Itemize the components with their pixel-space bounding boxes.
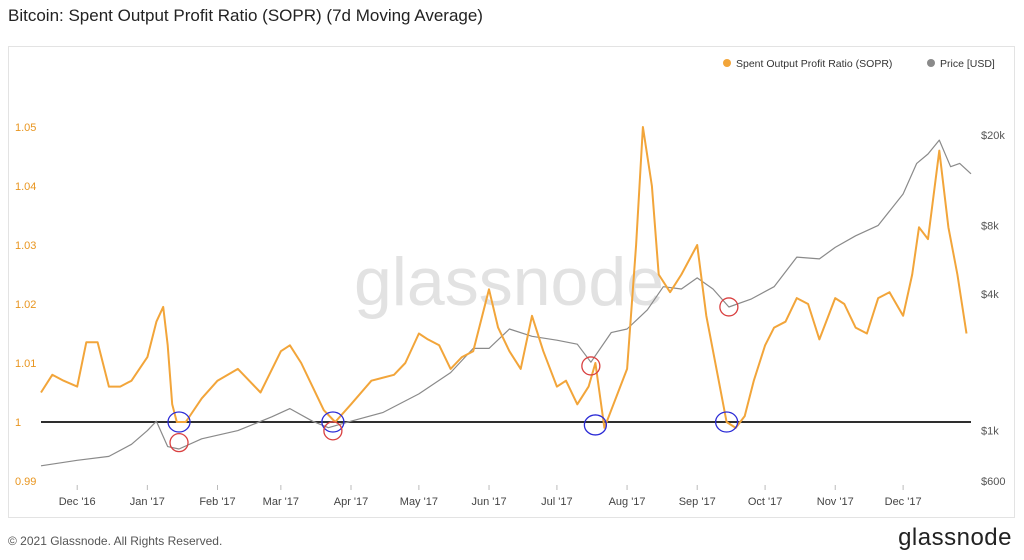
y-left-tick-label: 1.02 [15,299,36,311]
legend-marker [927,59,935,67]
y-left-tick-label: 1.04 [15,181,36,193]
x-tick-label: Dec '16 [59,496,96,508]
x-tick-label: Sep '17 [679,496,716,508]
glassnode-logo: glassnode [898,524,1012,551]
x-tick-label: Feb '17 [199,496,235,508]
y-left-tick-label: 1.03 [15,240,36,252]
x-tick-label: Dec '17 [885,496,922,508]
annotation-circle-red [581,356,601,376]
price-line [40,139,972,467]
y-right-tick-label: $4k [981,289,999,301]
x-tick-label: Apr '17 [334,496,369,508]
y-left-tick-label: 1.05 [15,122,36,134]
y-left-tick-label: 1 [15,417,21,429]
legend-label: Price [USD] [940,58,995,70]
y-left-tick-label: 0.99 [15,476,36,488]
x-tick-label: Oct '17 [748,496,783,508]
x-tick-label: May '17 [400,496,438,508]
sopr-line [40,126,968,429]
x-tick-label: Mar '17 [263,496,299,508]
x-tick-label: Jun '17 [471,496,506,508]
annotation-circle-red [323,421,343,441]
x-tick-label: Jul '17 [541,496,572,508]
y-right-tick-label: $600 [981,476,1005,488]
annotation-circle-blue [583,414,608,436]
legend-label: Spent Output Profit Ratio (SOPR) [736,58,892,70]
x-tick-label: Aug '17 [609,496,646,508]
y-right-tick-label: $20k [981,130,1005,142]
x-tick-label: Nov '17 [817,496,854,508]
y-right-tick-label: $1k [981,426,999,438]
annotation-circle-blue [167,411,191,433]
chart-title: Bitcoin: Spent Output Profit Ratio (SOPR… [8,6,483,25]
x-tick-label: Jan '17 [130,496,165,508]
legend-marker [723,59,731,67]
annotation-circle-red [169,432,189,453]
watermark: glassnode [354,244,664,320]
annotation-circle-blue [321,411,345,433]
annotation-circle-red [719,297,739,317]
y-right-tick-label: $8k [981,220,999,232]
copyright-text: © 2021 Glassnode. All Rights Reserved. [8,534,223,548]
y-left-tick-label: 1.01 [15,358,36,370]
annotation-circle-blue [714,411,739,433]
chart-panel: glassnode 0.99 1 1.01 1.02 1.03 1.04 1.05 $600 $… [8,46,1015,518]
sopr-chart: glassnode 0.99 1 1.01 1.02 1.03 1.04 1.05 $600 $… [15,58,1005,508]
